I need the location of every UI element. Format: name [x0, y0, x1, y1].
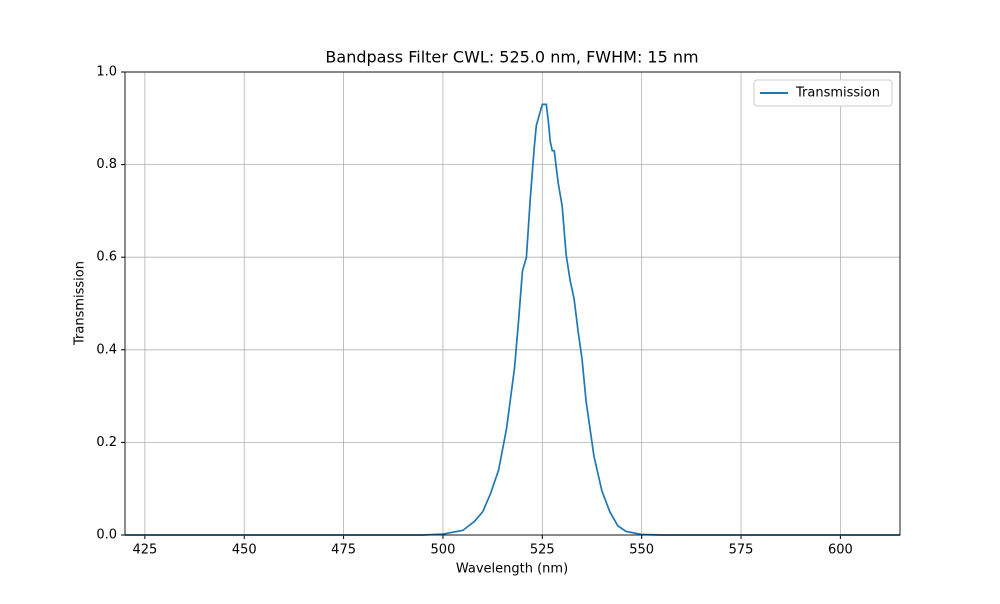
- y-axis-label: Transmission: [73, 261, 88, 346]
- x-axis-label: Wavelength (nm): [456, 562, 568, 577]
- y-tick-label: 1.0: [96, 65, 117, 80]
- y-tick-label: 0.0: [96, 528, 117, 543]
- y-tick-label: 0.2: [96, 435, 117, 450]
- x-tick-label: 575: [729, 543, 754, 558]
- legend-label: Transmission: [795, 86, 880, 101]
- y-tick-label: 0.8: [96, 157, 117, 172]
- y-tick-label: 0.6: [96, 250, 117, 265]
- x-tick-label: 500: [431, 543, 456, 558]
- x-tick-label: 550: [629, 543, 654, 558]
- legend-box: [753, 79, 893, 107]
- x-tick-label: 600: [828, 543, 853, 558]
- data-line: [125, 103, 900, 536]
- x-tick-label: 525: [530, 543, 555, 558]
- x-tick-label: 425: [132, 543, 157, 558]
- x-tick-label: 475: [331, 543, 356, 558]
- x-tick-label: 450: [232, 543, 257, 558]
- chart-title: Bandpass Filter CWL: 525.0 nm, FWHM: 15 …: [325, 48, 698, 67]
- y-tick-label: 0.4: [96, 342, 117, 357]
- plot-frame: [124, 71, 901, 536]
